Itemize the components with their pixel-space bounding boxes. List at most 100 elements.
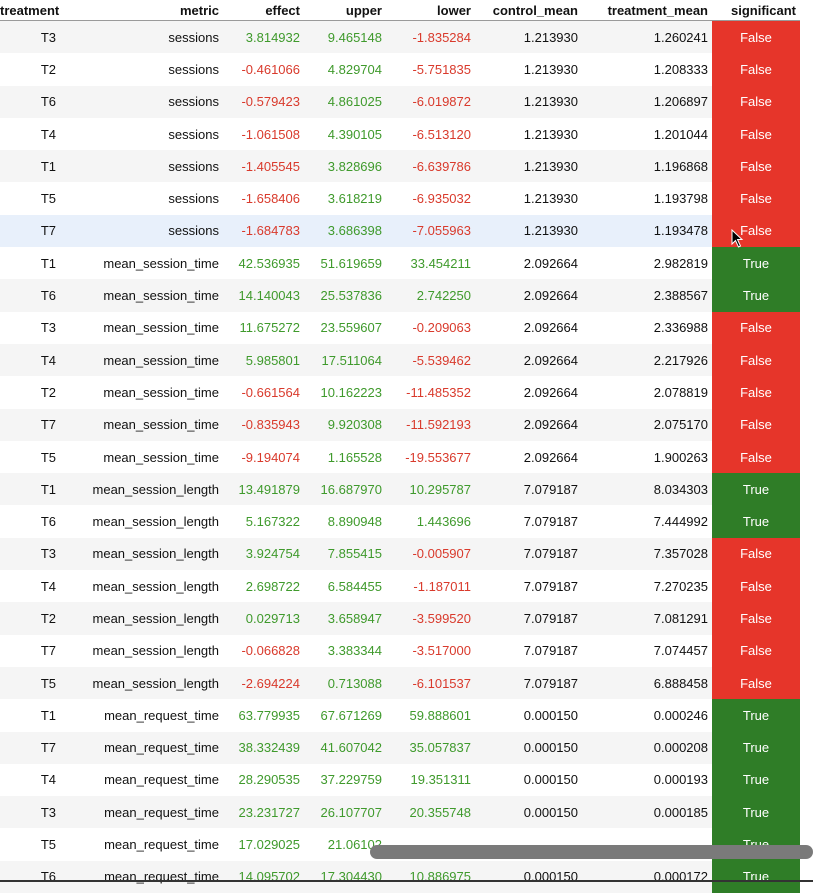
cell-lower: -3.517000 (386, 635, 475, 667)
cell-significant: True (712, 279, 800, 311)
cell-effect: 11.675272 (223, 312, 304, 344)
cell-metric: mean_session_length (60, 602, 223, 634)
cell-significant: True (712, 247, 800, 279)
cell-significant: False (712, 312, 800, 344)
cell-treatment-mean: 0.000172 (582, 861, 712, 893)
cell-treatment: T3 (0, 796, 60, 828)
column-header: effect (223, 0, 304, 21)
cell-treatment-mean: 2.217926 (582, 344, 712, 376)
cell-treatment: T3 (0, 538, 60, 570)
cell-effect: -0.579423 (223, 86, 304, 118)
cell-treatment-mean: 0.000185 (582, 796, 712, 828)
cell-control-mean: 1.213930 (475, 182, 582, 214)
cell-upper: 3.686398 (304, 215, 386, 247)
cell-lower: -6.101537 (386, 667, 475, 699)
cell-treatment-mean: 2.078819 (582, 376, 712, 408)
cell-treatment-mean: 7.444992 (582, 505, 712, 537)
cell-lower: -3.599520 (386, 602, 475, 634)
column-header: upper (304, 0, 386, 21)
window-bottom-border (0, 880, 813, 882)
horizontal-scrollbar[interactable] (370, 845, 813, 859)
cell-upper: 9.920308 (304, 409, 386, 441)
cell-significant: False (712, 53, 800, 85)
cell-lower: -5.751835 (386, 53, 475, 85)
cell-lower: 19.351311 (386, 764, 475, 796)
cell-metric: mean_session_time (60, 376, 223, 408)
cell-lower: -0.005907 (386, 538, 475, 570)
cell-effect: 23.231727 (223, 796, 304, 828)
cell-effect: 14.095702 (223, 861, 304, 893)
cell-control-mean: 1.213930 (475, 215, 582, 247)
cell-significant: False (712, 118, 800, 150)
cell-lower: -11.485352 (386, 376, 475, 408)
cell-treatment-mean: 1.196868 (582, 150, 712, 182)
cell-treatment: T1 (0, 150, 60, 182)
cell-metric: mean_session_length (60, 505, 223, 537)
cell-lower: -11.592193 (386, 409, 475, 441)
cell-control-mean: 0.000150 (475, 732, 582, 764)
cell-metric: sessions (60, 215, 223, 247)
column-header: treatment (0, 0, 60, 21)
cell-treatment: T5 (0, 441, 60, 473)
cell-effect: -0.461066 (223, 53, 304, 85)
cell-lower: 20.355748 (386, 796, 475, 828)
cell-treatment: T4 (0, 118, 60, 150)
cell-metric: sessions (60, 150, 223, 182)
cell-significant: False (712, 344, 800, 376)
cell-control-mean: 2.092664 (475, 409, 582, 441)
cell-treatment-mean: 0.000208 (582, 732, 712, 764)
cell-upper: 1.165528 (304, 441, 386, 473)
cell-treatment: T6 (0, 86, 60, 118)
cell-lower: 10.886975 (386, 861, 475, 893)
cell-lower: -1.187011 (386, 570, 475, 602)
cell-metric: mean_session_time (60, 279, 223, 311)
cell-treatment: T2 (0, 602, 60, 634)
cell-effect: 14.140043 (223, 279, 304, 311)
cell-metric: mean_session_time (60, 441, 223, 473)
column-header: significant (712, 0, 800, 21)
cell-effect: -1.684783 (223, 215, 304, 247)
cell-effect: -0.661564 (223, 376, 304, 408)
cell-control-mean: 2.092664 (475, 344, 582, 376)
cell-control-mean: 7.079187 (475, 505, 582, 537)
cell-upper: 9.465148 (304, 21, 386, 54)
cell-significant: True (712, 764, 800, 796)
cell-effect: -2.694224 (223, 667, 304, 699)
cell-control-mean: 0.000150 (475, 861, 582, 893)
cell-metric: mean_session_length (60, 667, 223, 699)
cell-lower: -0.209063 (386, 312, 475, 344)
cell-control-mean: 2.092664 (475, 376, 582, 408)
column-header: lower (386, 0, 475, 21)
cell-lower: -5.539462 (386, 344, 475, 376)
cell-upper: 67.671269 (304, 699, 386, 731)
cell-treatment-mean: 1.900263 (582, 441, 712, 473)
cell-control-mean: 7.079187 (475, 570, 582, 602)
cell-effect: 5.167322 (223, 505, 304, 537)
